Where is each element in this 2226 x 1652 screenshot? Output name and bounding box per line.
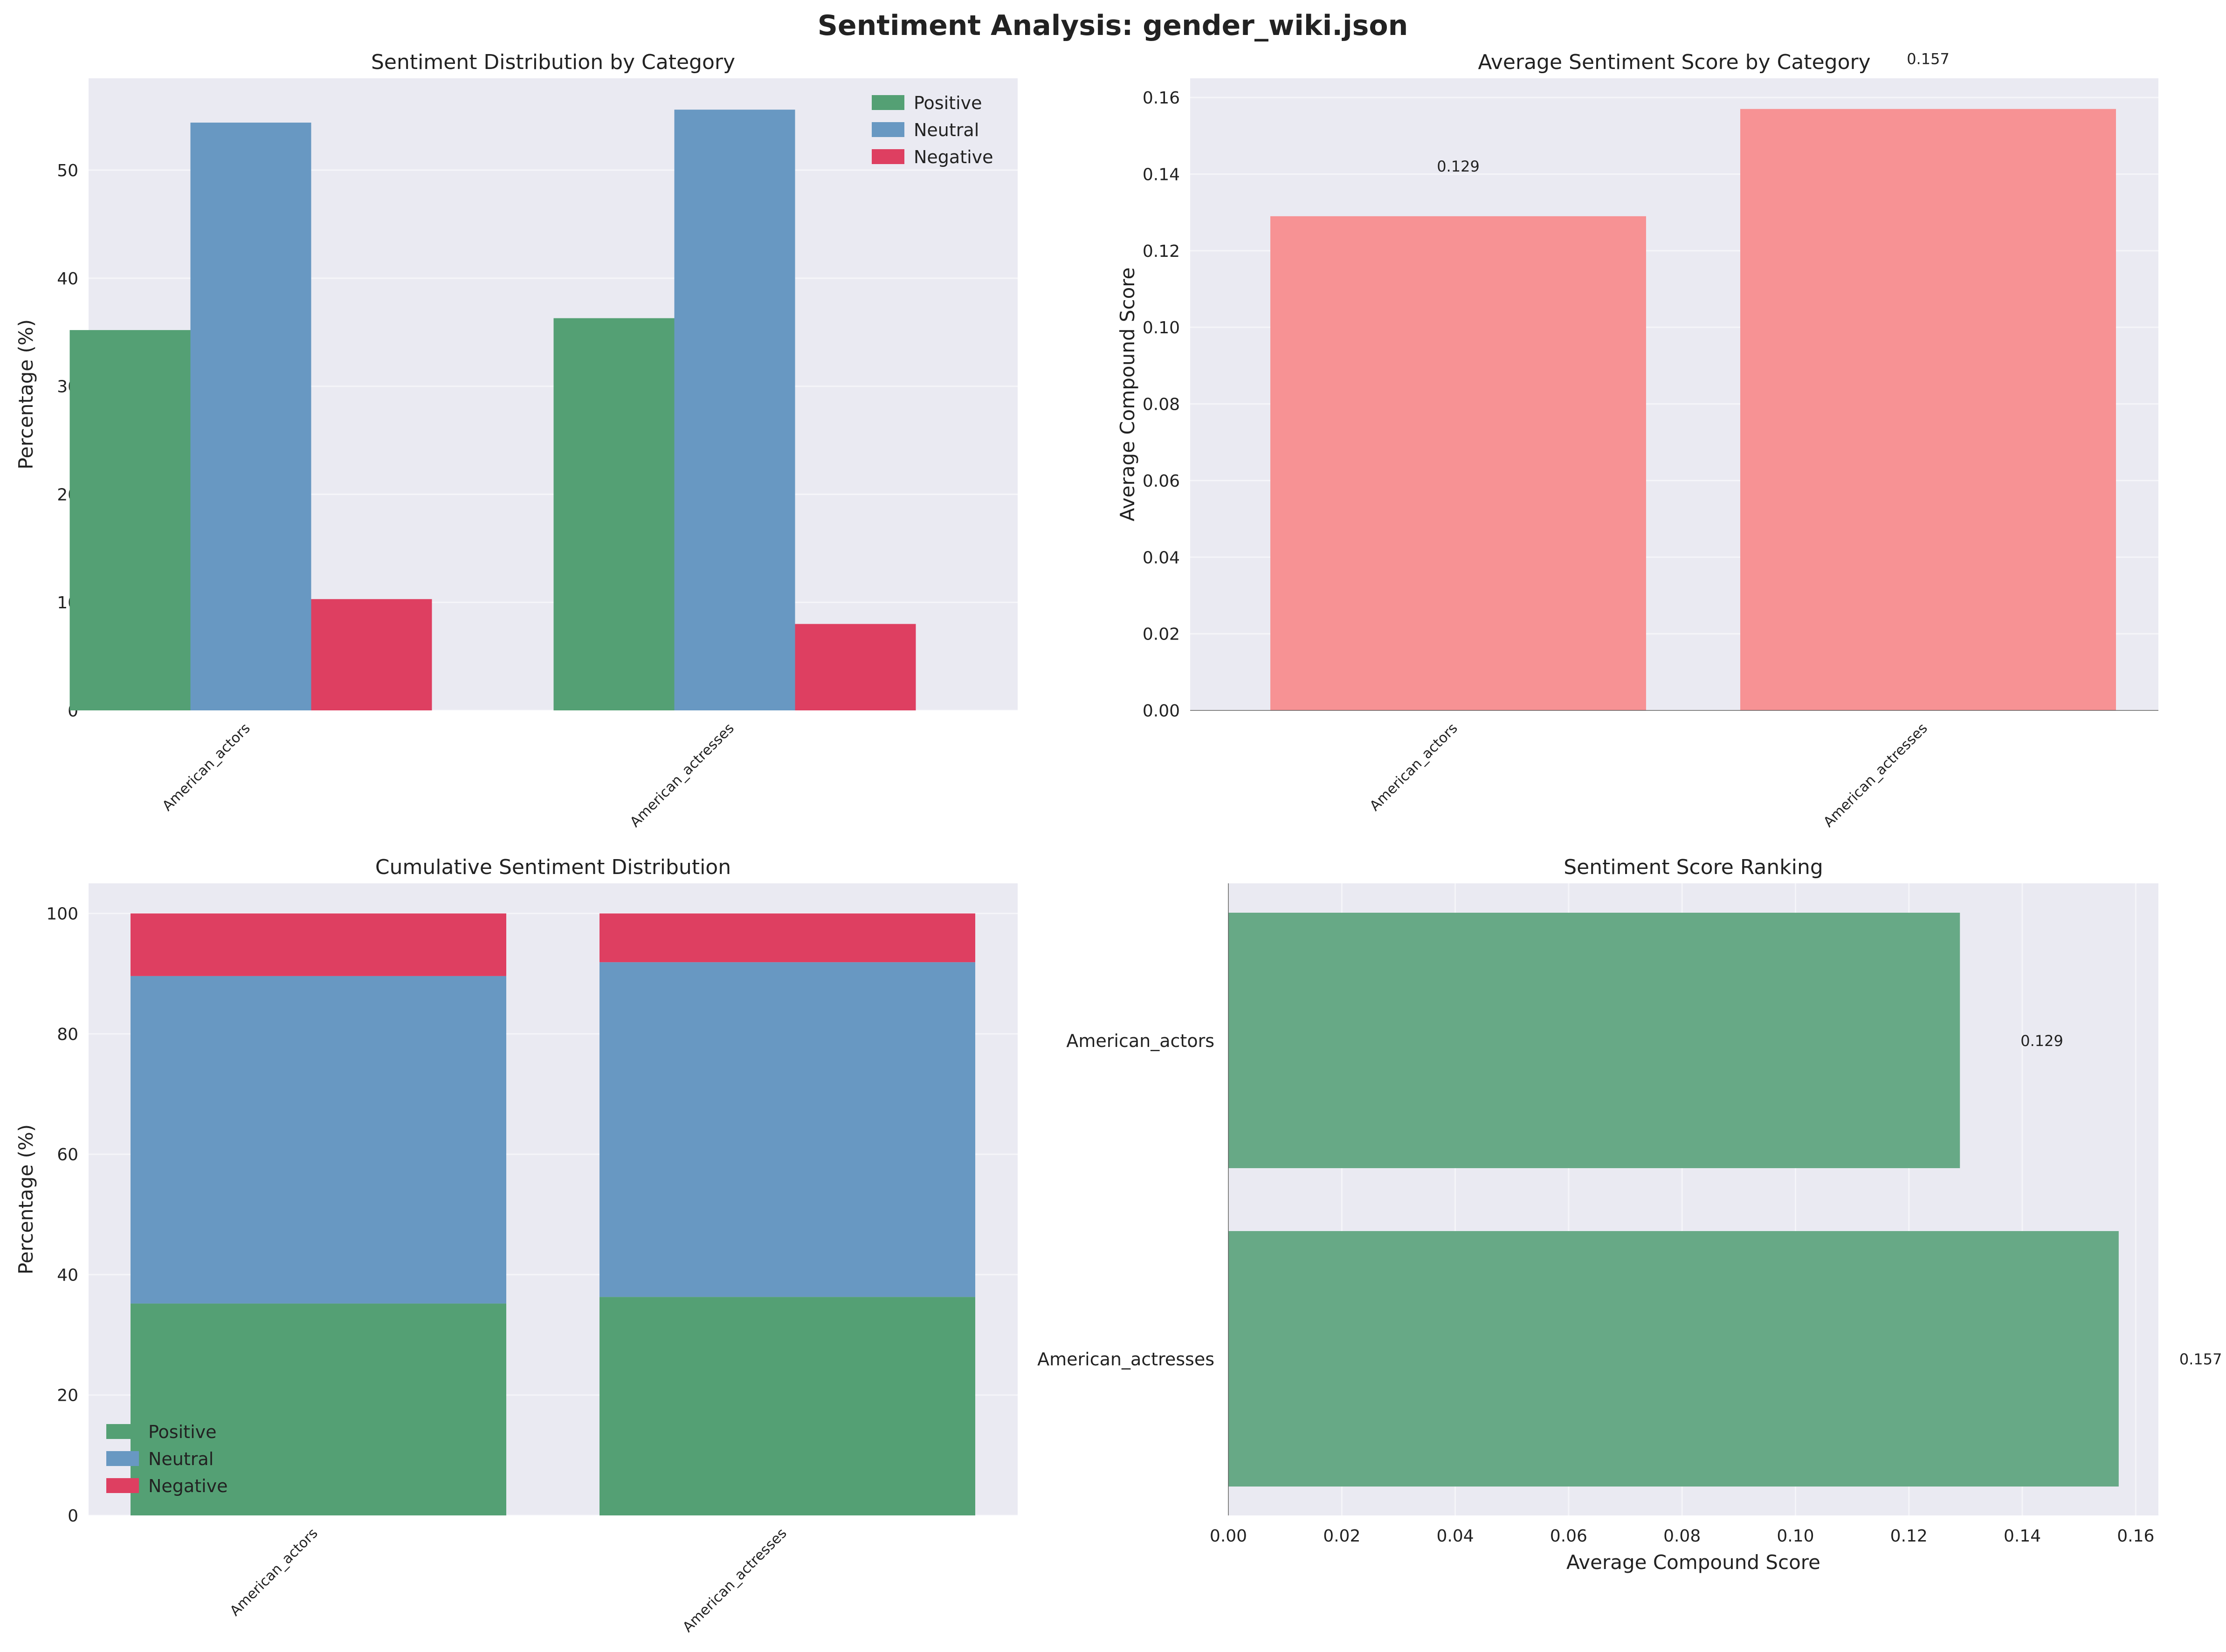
stacked-bar-negative [600,913,975,963]
y-tick-label: 0.04 [1143,548,1180,567]
legend-swatch-neutral [872,122,904,137]
data-label: 0.129 [2020,1032,2063,1050]
y-axis-label: Percentage (%) [14,319,37,469]
x-tick-label: 0.06 [1550,1527,1587,1546]
legend-label-neutral: Neutral [914,120,979,140]
y-tick-label: 40 [57,1266,78,1285]
x-tick-label: American_actresses [680,1525,790,1636]
chart-sentiment-distribution: Sentiment Distribution by Category010203… [14,50,1018,831]
data-label: 0.157 [1907,50,1950,68]
chart-score-ranking: Sentiment Score Ranking 0.00 0.02 0.04 0.06 0… [1037,855,2222,1574]
bar-average-score [1270,216,1646,711]
bar-positive [69,330,191,710]
bar-negative [795,624,916,710]
bar-ranking-score [1228,1231,2119,1487]
stacked-bar-positive [131,1303,506,1515]
stacked-bar-positive [600,1297,975,1515]
legend-label-negative: Negative [148,1476,228,1496]
data-label: 0.129 [1437,158,1480,175]
y-axis-label: Average Compound Score [1116,268,1139,522]
y-tick-label: 20 [57,1386,78,1405]
bar-negative [311,599,432,710]
x-tick-label: 0.02 [1323,1527,1360,1546]
chart-cumulative-distribution: Cumulative Sentiment Distribution 0 20 40 60… [14,855,1018,1636]
y-tick-label: 0.02 [1143,625,1180,644]
x-tick-label: 0.14 [2004,1527,2041,1546]
stacked-bar-neutral [131,976,506,1304]
x-tick-label: 0.00 [1210,1527,1247,1546]
x-axis-label: Average Compound Score [1566,1551,1820,1574]
x-tick-label: 0.10 [1777,1527,1814,1546]
x-tick-label: American_actresses [627,720,737,831]
chart-title: Sentiment Distribution by Category [371,50,735,74]
y-tick-label: 0 [68,1507,78,1526]
y-tick-label: American_actors [1066,1031,1214,1051]
legend-label-positive: Positive [148,1422,217,1442]
legend-swatch-negative [106,1478,139,1493]
x-tick-label: 0.08 [1663,1527,1701,1546]
stacked-bar-negative [131,913,506,976]
y-tick-label: 0.08 [1143,395,1180,414]
bar-positive [553,318,675,710]
chart-title: Average Sentiment Score by Category [1478,50,1870,74]
chart-title: Sentiment Score Ranking [1564,855,1823,879]
legend-swatch-positive [872,95,904,110]
bar-average-score [1740,109,2116,710]
legend-swatch-negative [872,149,904,164]
y-axis-label: Percentage (%) [14,1124,37,1274]
y-tick-label: 0.10 [1143,318,1180,337]
legend-label-negative: Negative [914,147,993,167]
legend-label-positive: Positive [914,93,982,113]
x-tick-label: American_actors [1367,720,1461,814]
data-label: 0.157 [2179,1350,2222,1368]
y-tick-label: 40 [57,269,78,289]
x-tick-label: American_actresses [1820,720,1931,831]
y-tick-label: 80 [57,1025,78,1044]
legend-label-neutral: Neutral [148,1449,214,1469]
bar-neutral [674,110,795,711]
bar-neutral [190,123,311,710]
y-tick-label: 0.12 [1143,242,1180,261]
y-tick-label: 0.14 [1143,165,1180,184]
x-tick-label: 0.16 [2117,1527,2154,1546]
figure-title: Sentiment Analysis: gender_wiki.json [818,9,1408,42]
x-tick-label: 0.12 [1890,1527,1928,1546]
bar-ranking-score [1228,913,1960,1168]
legend-swatch-positive [106,1424,139,1439]
y-tick-label: 0.00 [1143,702,1180,721]
y-tick-label: American_actresses [1037,1349,1214,1370]
y-tick-label: 0.06 [1143,472,1180,491]
x-tick-label: American_actors [227,1525,321,1619]
stacked-bar-neutral [600,962,975,1297]
chart-title: Cumulative Sentiment Distribution [375,855,731,879]
y-tick-label: 60 [57,1145,78,1164]
x-tick-label: 0.04 [1437,1527,1474,1546]
y-tick-label: 0.16 [1143,89,1180,108]
x-tick-label: American_actors [159,720,254,814]
y-tick-label: 50 [57,161,78,180]
chart-average-sentiment: Average Sentiment Score by Category 0.00 0… [1116,50,2158,831]
y-tick-label: 100 [46,905,78,924]
legend-swatch-neutral [106,1451,139,1466]
